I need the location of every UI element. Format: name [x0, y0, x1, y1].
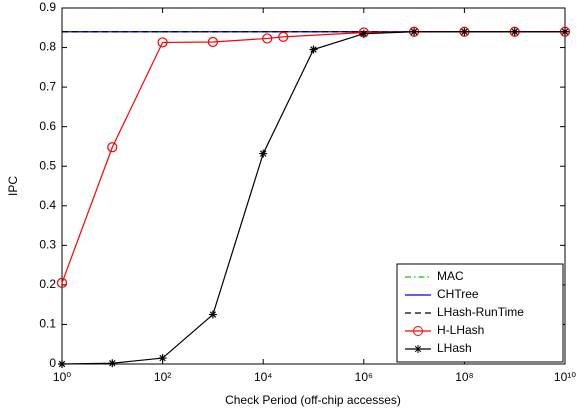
legend-marker [413, 326, 423, 336]
y-tick-label: 0.4 [39, 198, 56, 212]
marker [158, 354, 167, 363]
marker [107, 142, 118, 153]
legend-box [396, 263, 564, 363]
y-tick-label: 0.5 [39, 158, 56, 172]
marker [309, 45, 318, 54]
marker [359, 29, 368, 38]
x-tick-label: 10² [154, 370, 171, 384]
marker [259, 149, 268, 158]
y-tick-label: 0.6 [39, 119, 56, 133]
legend-label: MAC [437, 269, 464, 283]
marker [208, 310, 217, 319]
marker [157, 37, 168, 48]
marker [56, 277, 68, 289]
legend-marker [414, 345, 422, 353]
y-tick-label: 0 [49, 356, 56, 370]
y-tick-label: 0.8 [39, 40, 56, 54]
marker [58, 360, 66, 368]
y-tick-label: 0.7 [39, 79, 56, 93]
x-tick-label: 10¹⁰ [554, 370, 576, 384]
marker [207, 36, 218, 48]
y-tick-label: 0.9 [39, 0, 56, 14]
legend-label: H-LHash [437, 323, 484, 337]
series-line [61, 31, 565, 284]
x-tick-label: 10⁰ [53, 370, 71, 384]
legend-label: LHash [437, 341, 472, 355]
marker [108, 359, 117, 368]
y-tick-label: 0.1 [39, 317, 56, 331]
y-axis-label: IPC [6, 176, 20, 196]
marker [410, 27, 419, 36]
x-axis-label: Check Period (off-chip accesses) [225, 393, 401, 407]
x-tick-label: 10⁶ [355, 370, 373, 384]
legend: MAC CHTree LHash-RunTime H-LHash LHash [396, 263, 564, 363]
legend-label: LHash-RunTime [437, 305, 524, 319]
legend-label: CHTree [437, 287, 479, 301]
marker [460, 27, 469, 36]
y-tick-label: 0.2 [39, 277, 56, 291]
plot-area [61, 7, 566, 365]
marker [278, 31, 289, 42]
x-tick-label: 10⁸ [455, 370, 473, 384]
marker [262, 33, 273, 44]
y-tick-label: 0.3 [39, 238, 56, 252]
marker [510, 27, 519, 36]
marker [561, 27, 569, 36]
x-tick-label: 10⁴ [254, 370, 273, 384]
